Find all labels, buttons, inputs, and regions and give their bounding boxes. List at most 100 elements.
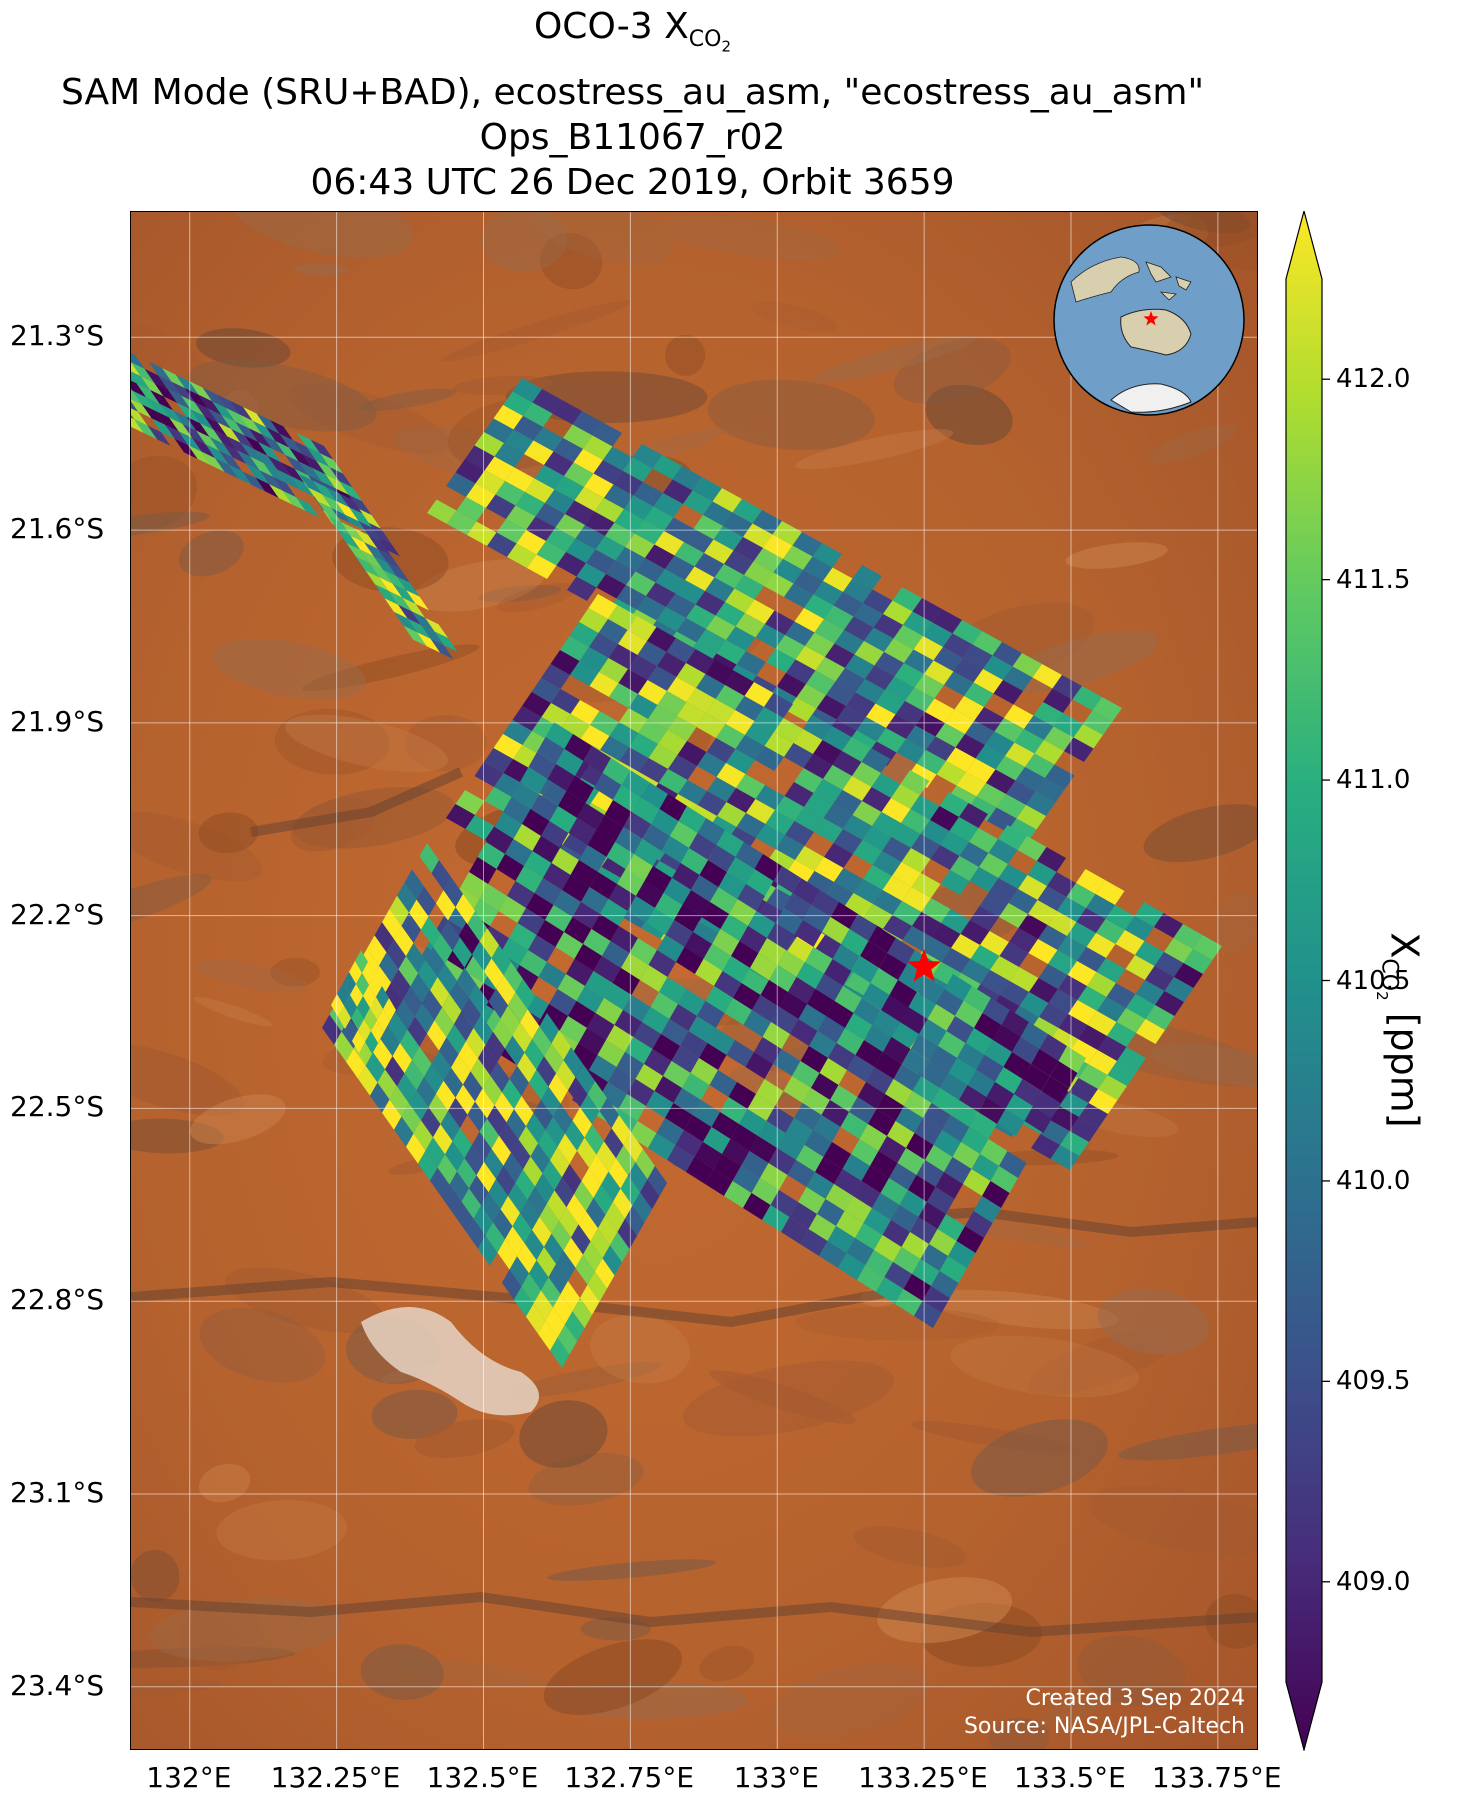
colorbar xyxy=(1285,211,1330,1751)
sounding-cell xyxy=(629,733,658,758)
sounding-cell xyxy=(716,763,746,788)
terrain-patch xyxy=(131,455,197,531)
sounding-cell xyxy=(421,916,441,947)
sounding-cell xyxy=(996,794,1026,819)
credit-text: Created 3 Sep 2024 Source: NASA/JPL-Calt… xyxy=(964,1685,1245,1741)
sounding-cell xyxy=(584,1124,604,1155)
sounding-cell xyxy=(720,1097,748,1124)
sounding-cell xyxy=(466,1218,486,1249)
sounding-cell xyxy=(539,1013,559,1044)
sounding-cell xyxy=(136,383,160,404)
sounding-cell xyxy=(293,440,316,461)
sounding-cell xyxy=(1040,1120,1070,1145)
sounding-cell xyxy=(595,998,623,1025)
sounding-cell xyxy=(512,378,542,403)
sounding-cell xyxy=(1048,989,1078,1014)
sounding-cell xyxy=(951,934,980,959)
sounding-cell xyxy=(952,1142,980,1169)
sounding-cell xyxy=(696,713,726,738)
sounding-cell xyxy=(356,973,369,996)
globe-antarctica xyxy=(1110,383,1192,413)
sounding-cell xyxy=(970,945,1000,970)
sounding-cell xyxy=(576,563,606,588)
sounding-cell xyxy=(318,501,341,522)
sounding-cell xyxy=(884,1262,912,1289)
sounding-cell xyxy=(821,1100,849,1127)
sounding-cell xyxy=(696,629,726,654)
sounding-cell xyxy=(400,1029,420,1060)
terrain-patch xyxy=(925,384,1013,446)
sounding-cell xyxy=(348,494,372,515)
sounding-cell xyxy=(970,906,999,931)
sounding-cell xyxy=(825,1184,853,1211)
sounding-cell xyxy=(845,1013,873,1040)
sounding-cell xyxy=(1154,913,1183,938)
sounding-cell xyxy=(983,655,1013,680)
sounding-cell xyxy=(703,1127,731,1154)
sounding-cell xyxy=(327,515,351,536)
sounding-cell xyxy=(1154,952,1184,977)
sounding-cell xyxy=(527,554,557,579)
sounding-cell xyxy=(728,1082,756,1109)
sounding-cell xyxy=(855,1040,883,1067)
sounding-cell xyxy=(517,908,545,935)
sounding-cell xyxy=(148,361,172,382)
sounding-cell xyxy=(956,1226,984,1253)
colorbar-tick-label: 409.0 xyxy=(1336,1566,1411,1597)
sounding-cell xyxy=(534,465,564,490)
sounding-cell xyxy=(648,705,677,730)
sounding-cell xyxy=(711,1112,739,1139)
sounding-cell xyxy=(746,799,775,824)
sounding-cell xyxy=(871,773,901,798)
sounding-cell xyxy=(963,644,993,669)
colorbar-tick-label: 410.5 xyxy=(1336,965,1411,996)
sounding-cell xyxy=(785,621,815,646)
sounding-cell xyxy=(586,549,616,574)
sounding-cell xyxy=(544,451,574,476)
sounding-cell xyxy=(693,515,723,540)
sounding-cell xyxy=(369,974,382,997)
sounding-cell xyxy=(645,544,675,569)
sounding-cell xyxy=(774,718,803,743)
sounding-cell xyxy=(657,935,685,962)
sounding-cell xyxy=(603,446,633,471)
sounding-cell xyxy=(697,818,725,845)
sounding-cell xyxy=(455,1084,475,1115)
sounding-cell xyxy=(621,770,649,797)
sounding-cell xyxy=(1005,1094,1033,1121)
sounding-cell xyxy=(566,1194,586,1225)
sounding-cell xyxy=(386,939,406,970)
sounding-cell xyxy=(795,646,825,671)
sounding-cell xyxy=(589,1154,609,1185)
sounding-cell xyxy=(590,1228,610,1259)
sounding-cell xyxy=(866,1067,894,1094)
sounding-cell xyxy=(550,1337,570,1368)
sounding-cell xyxy=(403,986,423,1017)
sounding-cell xyxy=(964,682,994,707)
sounding-cell xyxy=(974,707,1004,732)
sounding-cell xyxy=(887,1121,915,1148)
sounding-cell xyxy=(387,562,410,583)
sounding-cell xyxy=(736,651,766,676)
map-panel[interactable]: Created 3 Sep 2024 Source: NASA/JPL-Calt… xyxy=(130,211,1258,1750)
sounding-cell xyxy=(952,620,982,645)
sounding-cell xyxy=(1068,1039,1098,1064)
terrain-patch xyxy=(480,212,567,273)
sounding-cell xyxy=(750,953,778,980)
sounding-cell xyxy=(967,1070,995,1097)
sounding-cell xyxy=(697,1001,725,1028)
sounding-cell xyxy=(805,871,834,896)
sounding-cell xyxy=(984,1040,1012,1067)
sounding-cell xyxy=(551,1220,571,1251)
sounding-cell xyxy=(800,1229,828,1256)
sounding-cell xyxy=(836,1211,864,1238)
sounding-cell xyxy=(736,813,766,838)
sounding-cell xyxy=(813,779,843,804)
sounding-cell xyxy=(1025,753,1055,778)
sounding-cell xyxy=(648,950,676,977)
sounding-cell xyxy=(567,576,597,601)
sounding-cell xyxy=(615,827,643,854)
colorbar-title: XCO2 [ppm] xyxy=(1373,932,1427,1128)
sounding-cell xyxy=(563,1047,583,1078)
sounding-cell xyxy=(566,959,594,986)
